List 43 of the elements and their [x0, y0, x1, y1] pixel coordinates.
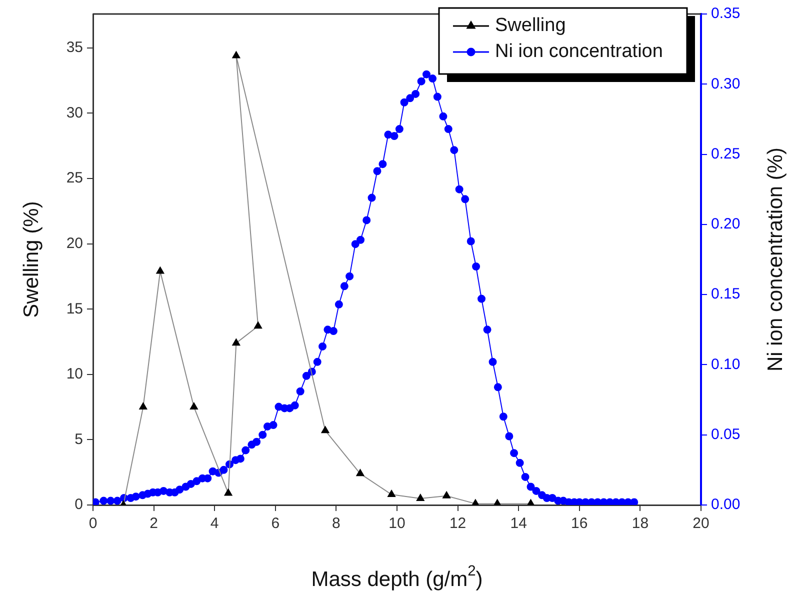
point — [224, 488, 232, 496]
x-tick-label: 10 — [388, 515, 406, 532]
point — [416, 494, 424, 501]
point — [156, 266, 164, 274]
y-tick-label: 25 — [66, 170, 83, 187]
x-tick-label: 18 — [632, 515, 649, 532]
x-tick-label: 0 — [88, 515, 98, 532]
y2-tick-label: 0.30 — [711, 75, 740, 92]
x-tick-label: 8 — [332, 515, 340, 532]
x-tick-label: 4 — [210, 515, 219, 532]
legend-label: Ni ion concentration — [495, 41, 663, 62]
x-tick-label: 2 — [150, 515, 158, 532]
point — [442, 491, 451, 498]
y2-tick-label: 0.35 — [711, 5, 740, 22]
y-tick-label: 5 — [74, 430, 83, 448]
y-tick-label: 30 — [66, 104, 83, 122]
y2-tick-label: 0.10 — [711, 356, 740, 373]
y2-tick-label: 0.15 — [711, 286, 740, 303]
point — [388, 490, 396, 498]
point — [321, 426, 330, 434]
point — [190, 402, 198, 410]
x-tick-label: 20 — [692, 515, 710, 532]
y-tick-label: 20 — [66, 234, 83, 252]
y2-tick-label: 0.25 — [711, 145, 740, 162]
y-tick-label: 0 — [74, 496, 83, 514]
point — [232, 338, 240, 346]
y-tick-label: 15 — [66, 300, 83, 318]
y-tick-label: 10 — [66, 366, 83, 383]
point — [139, 402, 148, 410]
y2-axis-title: Ni ion concentration (%) — [764, 147, 787, 372]
x-tick-label: 16 — [571, 515, 588, 532]
point — [254, 322, 262, 329]
x-tick-label: 14 — [510, 515, 527, 532]
y2-tick-label: 0.20 — [711, 216, 740, 233]
y2-tick-label: 0.05 — [711, 426, 740, 443]
x-tick-label: 12 — [449, 515, 466, 532]
point — [232, 51, 240, 58]
y2-tick-label: 0.00 — [711, 496, 740, 514]
point — [356, 469, 364, 476]
y-axis-title: Swelling (%) — [20, 201, 43, 318]
x-tick-label: 6 — [271, 515, 280, 532]
y-tick-label: 35 — [66, 39, 83, 56]
legend-label: Swelling — [495, 15, 566, 36]
